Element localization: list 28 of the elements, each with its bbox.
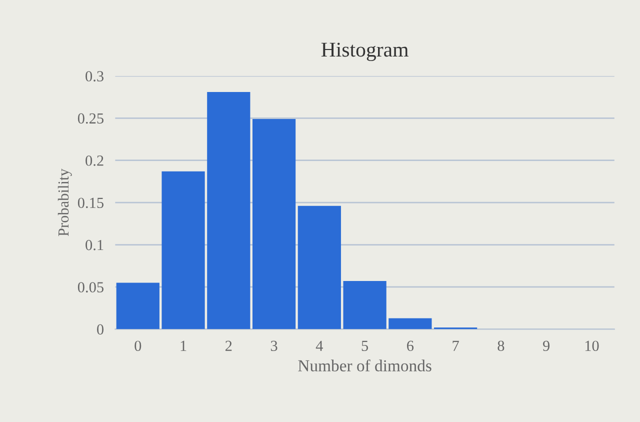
x-tick-label: 3 — [270, 340, 278, 352]
y-tick-label: 0.2 — [86, 156, 104, 166]
bar — [207, 92, 250, 330]
x-tick-label: 0 — [134, 340, 142, 352]
y-tick-label: 0.3 — [86, 71, 104, 82]
bar — [252, 119, 296, 330]
x-axis-title: Number of dimonds — [298, 360, 432, 372]
x-tick-label: 9 — [543, 340, 550, 352]
x-tick-label: 7 — [452, 340, 459, 351]
x-tick-label: 2 — [226, 340, 232, 351]
x-tick-label: 8 — [498, 340, 504, 352]
y-tick-label: 0 — [97, 324, 104, 335]
x-tick-label: 6 — [407, 340, 414, 352]
bar — [116, 282, 160, 330]
x-tick-label: 1 — [180, 340, 186, 351]
bar — [298, 206, 341, 330]
y-tick-label: 0.25 — [78, 113, 104, 124]
bar — [162, 171, 205, 330]
y-tick-label: 0.15 — [78, 198, 104, 208]
bar — [388, 318, 432, 330]
y-tick-label: 0.05 — [78, 282, 104, 292]
bar — [343, 281, 386, 330]
y-tick-label: 0.1 — [86, 240, 104, 250]
x-tick-label: 4 — [316, 340, 323, 351]
x-tick-label: 10 — [585, 340, 599, 352]
x-tick-label: 5 — [362, 340, 368, 352]
y-axis-title: Probability — [58, 168, 72, 236]
chart-title: Histogram — [321, 42, 408, 62]
